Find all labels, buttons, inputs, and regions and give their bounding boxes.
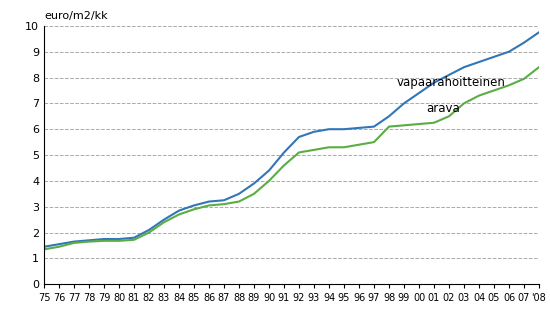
Text: euro/m2/kk: euro/m2/kk [44,11,108,21]
Text: arava: arava [426,102,460,115]
Text: vapaarahoitteinen: vapaarahoitteinen [397,76,505,89]
